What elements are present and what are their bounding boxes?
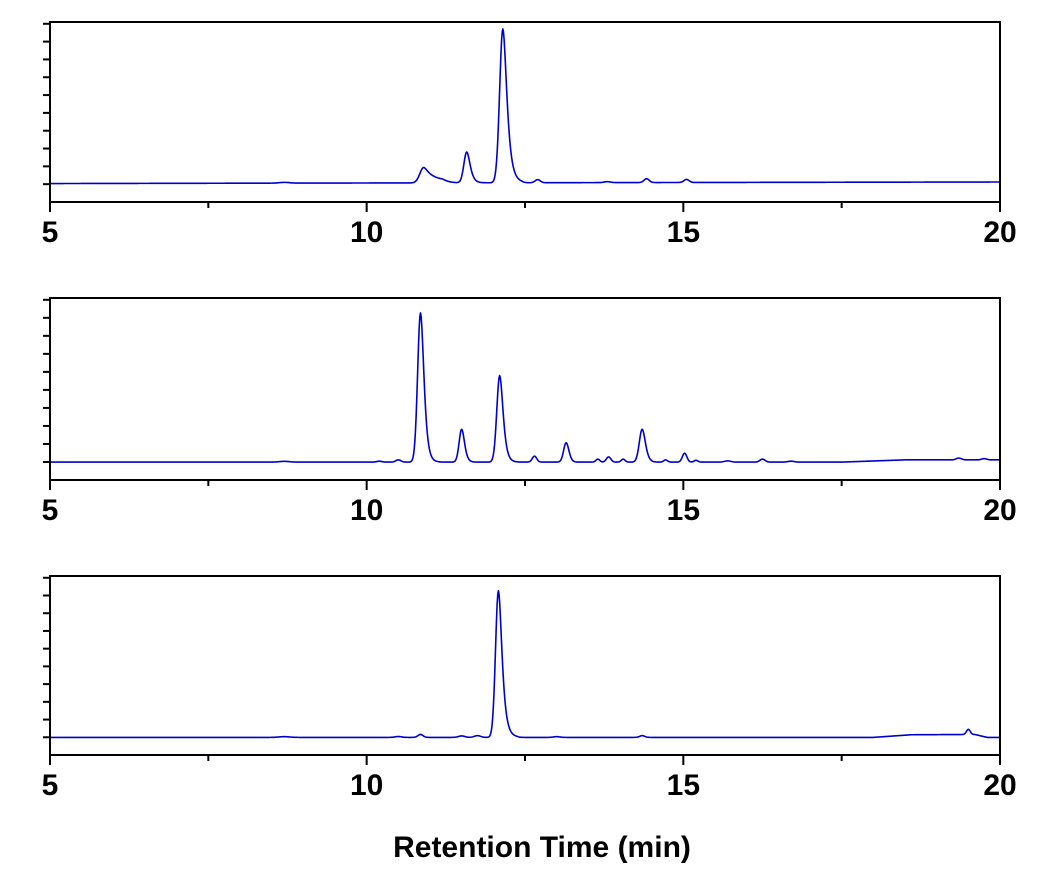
x-tick-label: 10 <box>350 494 383 527</box>
x-tick-label: 5 <box>42 769 59 802</box>
x-tick-label: 5 <box>42 494 59 527</box>
x-tick-label: 20 <box>983 769 1016 802</box>
chromatogram-panel-top: 5 10 15 20 <box>42 21 1017 249</box>
plot-frame-bottom <box>49 575 1001 756</box>
x-tick-label: 20 <box>983 216 1016 249</box>
chromatogram-panel-middle: 5 10 15 20 <box>42 297 1017 527</box>
x-tick-label: 15 <box>667 216 700 249</box>
x-tick-label: 15 <box>667 769 700 802</box>
plot-frame-middle <box>49 297 1001 481</box>
plot-frame-top <box>49 21 1001 203</box>
x-tick-label: 5 <box>42 216 59 249</box>
chromatogram-panel-bottom: 5 10 15 20 <box>42 575 1017 802</box>
x-tick-label: 10 <box>350 769 383 802</box>
x-tick-label: 15 <box>667 494 700 527</box>
chromatogram-trace-top <box>49 28 1001 185</box>
x-tick-label: 20 <box>983 494 1016 527</box>
chromatogram-trace-middle <box>49 312 1001 463</box>
chromatogram-trace-bottom <box>49 589 1001 739</box>
x-tick-label: 10 <box>350 216 383 249</box>
x-axis-title: Retention Time (min) <box>393 831 691 864</box>
